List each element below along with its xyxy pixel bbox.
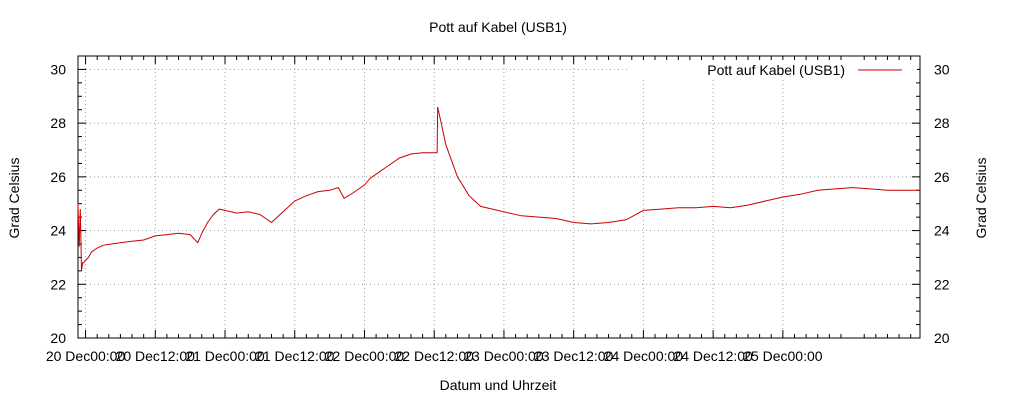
x-tick-label: 24 Dec12:00 bbox=[673, 348, 753, 364]
y-axis-right: 20 22 24 26 28 30 bbox=[912, 55, 950, 346]
series-layer bbox=[77, 106, 920, 271]
x-tick-label: 25 Dec00:00 bbox=[743, 348, 823, 364]
x-tick-label: 21 Dec00:00 bbox=[185, 348, 265, 364]
series-line bbox=[77, 106, 920, 271]
legend-background bbox=[630, 60, 917, 80]
y-axis-label-left: Grad Celsius bbox=[6, 158, 22, 239]
y-tick-label-right: 28 bbox=[934, 115, 950, 131]
y-tick-label-left: 20 bbox=[50, 330, 66, 346]
x-tick-label: 22 Dec00:00 bbox=[325, 348, 405, 364]
y-tick-label-right: 30 bbox=[934, 61, 950, 77]
x-tick-label: 23 Dec00:00 bbox=[464, 348, 544, 364]
x-tick-label: 21 Dec12:00 bbox=[255, 348, 335, 364]
y-tick-label-left: 26 bbox=[50, 169, 66, 185]
chart-title: Pott auf Kabel (USB1) bbox=[429, 19, 567, 35]
y-axis-label-right: Grad Celsius bbox=[973, 158, 989, 239]
y-tick-label-left: 30 bbox=[50, 61, 66, 77]
y-tick-label-left: 22 bbox=[50, 276, 66, 292]
y-axis-left: 20 22 24 26 28 30 bbox=[50, 55, 86, 346]
x-tick-label: 20 Dec12:00 bbox=[116, 348, 196, 364]
y-tick-label-right: 26 bbox=[934, 169, 950, 185]
y-tick-label-right: 24 bbox=[934, 223, 950, 239]
y-tick-label-left: 24 bbox=[50, 223, 66, 239]
x-axis-label: Datum und Uhrzeit bbox=[440, 377, 557, 393]
plot-frame bbox=[77, 55, 921, 339]
x-tick-label: 20 Dec00:00 bbox=[46, 348, 126, 364]
x-tick-label: 22 Dec12:00 bbox=[395, 348, 475, 364]
x-tick-label: 23 Dec12:00 bbox=[534, 348, 614, 364]
x-tick-label: 24 Dec00:00 bbox=[604, 348, 684, 364]
y-tick-label-right: 22 bbox=[934, 276, 950, 292]
grid-lines bbox=[78, 56, 920, 339]
y-tick-label-left: 28 bbox=[50, 115, 66, 131]
legend-label: Pott auf Kabel (USB1) bbox=[707, 62, 845, 78]
y-tick-label-right: 20 bbox=[934, 330, 950, 346]
legend: Pott auf Kabel (USB1) bbox=[630, 60, 917, 80]
